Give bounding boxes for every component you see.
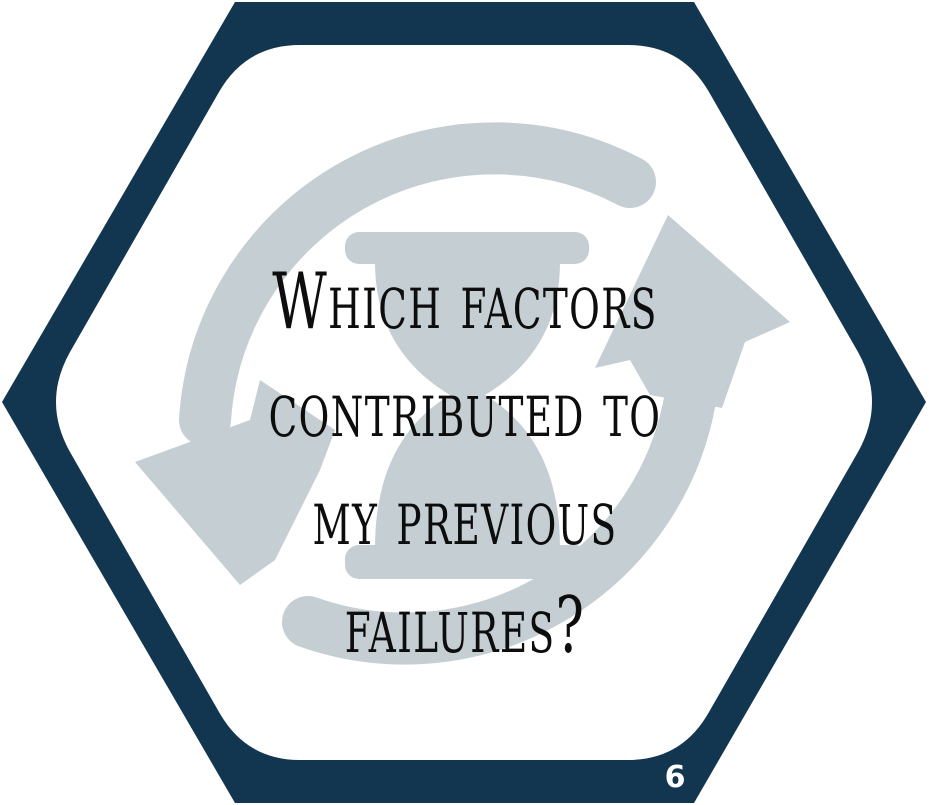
cycle-hourglass-icon (135, 122, 790, 665)
arrowhead-left-icon (135, 380, 335, 585)
card-number: 6 (664, 760, 686, 795)
hourglass-top-bar (345, 232, 589, 264)
hourglass-bottom-bar (345, 545, 589, 579)
hourglass-body (375, 262, 560, 548)
cycle-arc-upper (179, 122, 656, 446)
question-text: Which factors contributed to my previous… (268, 257, 662, 671)
arrowhead-right-icon (595, 215, 790, 408)
cycle-arc-lower (282, 374, 716, 665)
